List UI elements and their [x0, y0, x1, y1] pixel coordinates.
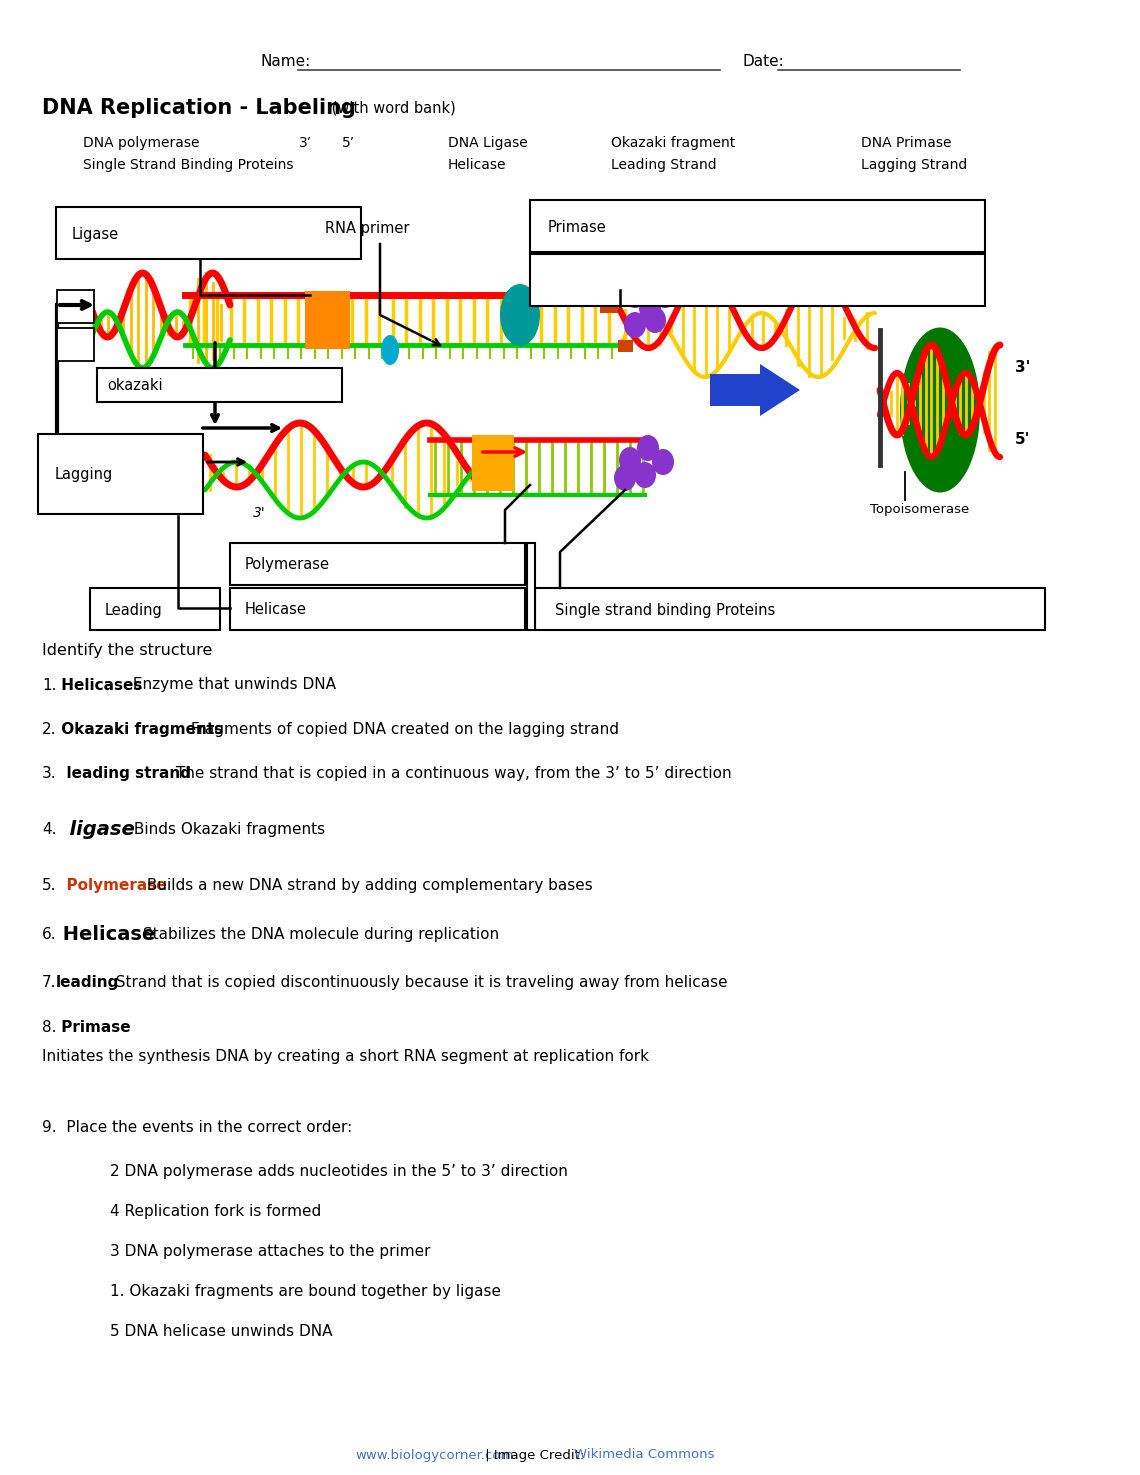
Ellipse shape [614, 465, 636, 491]
Ellipse shape [637, 435, 659, 462]
Text: 2 DNA polymerase adds nucleotides in the 5’ to 3’ direction: 2 DNA polymerase adds nucleotides in the… [109, 1164, 568, 1179]
Bar [530, 201, 985, 252]
Text: Single strand binding Proteins: Single strand binding Proteins [555, 602, 775, 618]
Text: leading strand: leading strand [56, 766, 192, 780]
Bar [97, 367, 342, 403]
Text: Helicase: Helicase [448, 158, 506, 173]
Ellipse shape [654, 282, 676, 308]
FancyArrow shape [710, 364, 800, 416]
Bar [57, 327, 93, 361]
Text: Okazaki fragment: Okazaki fragment [611, 136, 735, 150]
Text: Helicases: Helicases [56, 677, 142, 692]
Ellipse shape [634, 462, 655, 488]
Bar [56, 207, 361, 260]
Text: Identify the structure: Identify the structure [42, 643, 212, 658]
Bar [472, 435, 514, 491]
Text: Leading: Leading [105, 602, 163, 618]
Bar [530, 254, 985, 305]
Text: Stabilizes the DNA molecule during replication: Stabilizes the DNA molecule during repli… [138, 926, 499, 941]
Ellipse shape [381, 335, 399, 364]
Text: 5.: 5. [42, 878, 57, 892]
Bar [38, 434, 203, 513]
Text: Polymerase: Polymerase [245, 558, 329, 572]
Text: RNA primer: RNA primer [325, 220, 409, 236]
Text: Primase: Primase [56, 1019, 131, 1034]
Text: 7.: 7. [42, 975, 57, 990]
Ellipse shape [624, 282, 646, 308]
Bar [57, 291, 93, 323]
Text: DNA polymerase: DNA polymerase [83, 136, 200, 150]
Text: Primase: Primase [548, 220, 606, 235]
Text: Builds a new DNA strand by adding complementary bases: Builds a new DNA strand by adding comple… [142, 878, 593, 892]
Text: | Image Credit:: | Image Credit: [481, 1448, 588, 1462]
Text: 3.: 3. [42, 766, 57, 780]
Bar [90, 589, 220, 630]
Text: Name:: Name: [260, 55, 310, 69]
Text: 6.: 6. [42, 926, 57, 941]
Text: leading: leading [56, 975, 120, 990]
Ellipse shape [899, 327, 980, 493]
Ellipse shape [640, 295, 661, 322]
Text: Ligase: Ligase [72, 227, 119, 242]
Text: Helicase: Helicase [56, 925, 155, 944]
Text: Initiates the synthesis DNA by creating a short RNA segment at replication fork: Initiates the synthesis DNA by creating … [42, 1049, 649, 1063]
Bar [230, 543, 526, 586]
Text: 4 Replication fork is formed: 4 Replication fork is formed [109, 1204, 321, 1218]
Ellipse shape [644, 307, 666, 333]
Text: DNA Ligase: DNA Ligase [448, 136, 528, 150]
Text: www.biologycorner.com: www.biologycorner.com [355, 1448, 513, 1462]
Text: 2.: 2. [42, 721, 57, 736]
Text: 5’: 5’ [342, 136, 356, 150]
Ellipse shape [619, 447, 641, 473]
Ellipse shape [500, 285, 540, 347]
Text: Polymerase: Polymerase [56, 878, 166, 892]
Text: Leading Strand: Leading Strand [611, 158, 717, 173]
Text: okazaki: okazaki [107, 379, 163, 394]
Text: The strand that is copied in a continuous way, from the 3’ to 5’ direction: The strand that is copied in a continuou… [171, 766, 732, 780]
Bar [535, 589, 1045, 630]
Text: Okazaki fragments: Okazaki fragments [56, 721, 223, 736]
Text: Lagging Strand: Lagging Strand [861, 158, 967, 173]
Text: DNA Primase: DNA Primase [861, 136, 951, 150]
Text: Helicase: Helicase [245, 602, 307, 618]
Text: 3': 3' [253, 506, 266, 521]
Bar [230, 589, 526, 630]
Text: 3': 3' [1015, 360, 1031, 376]
Bar [306, 291, 350, 350]
Text: Binds Okazaki fragments: Binds Okazaki fragments [129, 822, 325, 836]
Text: 8.: 8. [42, 1019, 57, 1034]
Text: 9.  Place the events in the correct order:: 9. Place the events in the correct order… [42, 1120, 352, 1134]
Ellipse shape [624, 313, 646, 338]
Text: Lagging: Lagging [55, 466, 113, 481]
Bar [600, 296, 618, 313]
Ellipse shape [652, 448, 674, 475]
Text: 1. Okazaki fragments are bound together by ligase: 1. Okazaki fragments are bound together … [109, 1283, 500, 1298]
Text: 5 DNA helicase unwinds DNA: 5 DNA helicase unwinds DNA [109, 1323, 333, 1338]
Text: Single Strand Binding Proteins: Single Strand Binding Proteins [83, 158, 294, 173]
Text: 4.: 4. [42, 822, 57, 836]
Text: DNA Replication - Labeling: DNA Replication - Labeling [42, 97, 356, 118]
Text: 1.: 1. [42, 677, 57, 692]
Text: Wikimedia Commons: Wikimedia Commons [575, 1448, 715, 1462]
Bar [527, 543, 535, 630]
Text: ligase: ligase [56, 820, 135, 839]
Text: Enzyme that unwinds DNA: Enzyme that unwinds DNA [128, 677, 336, 692]
Text: Strand that is copied discontinuously because it is traveling away from helicase: Strand that is copied discontinuously be… [106, 975, 728, 990]
Bar [618, 341, 633, 353]
Text: (with word bank): (with word bank) [327, 100, 456, 115]
Text: Date:: Date: [742, 55, 784, 69]
Text: 5': 5' [1015, 432, 1031, 447]
Text: Topoisomerase: Topoisomerase [870, 503, 969, 516]
Text: Fragments of copied DNA created on the lagging strand: Fragments of copied DNA created on the l… [186, 721, 619, 736]
Text: 3’: 3’ [299, 136, 312, 150]
Text: 3 DNA polymerase attaches to the primer: 3 DNA polymerase attaches to the primer [109, 1243, 431, 1258]
